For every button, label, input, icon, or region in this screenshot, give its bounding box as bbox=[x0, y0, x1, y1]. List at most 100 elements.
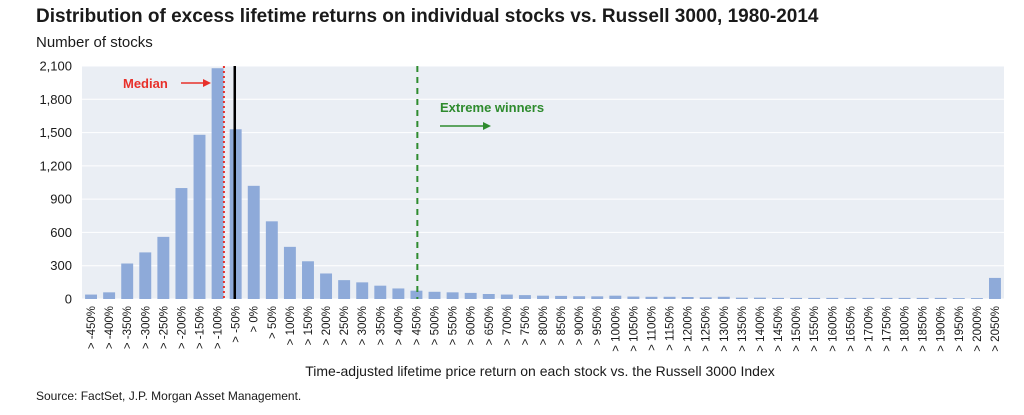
bar bbox=[862, 297, 875, 299]
x-tick-label: > 900% bbox=[574, 306, 586, 345]
bar bbox=[681, 297, 694, 299]
x-tick-label: > -200% bbox=[176, 306, 188, 349]
bar bbox=[157, 236, 170, 299]
bar bbox=[934, 297, 947, 299]
x-tick-label: > 500% bbox=[430, 306, 442, 345]
bar bbox=[988, 277, 1001, 299]
x-tick-label: > 300% bbox=[357, 306, 369, 345]
x-tick-label: > 2050% bbox=[990, 306, 1002, 352]
bar bbox=[374, 285, 387, 299]
x-tick-label: > 50% bbox=[267, 306, 279, 339]
y-tick-label: 1,200 bbox=[39, 158, 72, 173]
x-tick-label: > 1650% bbox=[845, 306, 857, 352]
x-tick-label: > 100% bbox=[285, 306, 297, 345]
bar bbox=[482, 294, 495, 299]
bar bbox=[338, 280, 351, 299]
extreme-winners-arrowhead bbox=[483, 122, 491, 130]
bar bbox=[193, 134, 206, 299]
x-tick-label: > 400% bbox=[393, 306, 405, 345]
x-tick-label: > 1000% bbox=[610, 306, 622, 352]
bar bbox=[537, 295, 549, 299]
bar bbox=[970, 298, 983, 299]
x-tick-label: > 1150% bbox=[665, 306, 677, 351]
x-tick-label: > 1100% bbox=[646, 306, 658, 351]
bar bbox=[898, 297, 911, 299]
y-tick-label: 1,500 bbox=[39, 125, 72, 140]
bar bbox=[500, 294, 513, 299]
x-tick-label: > 950% bbox=[592, 306, 604, 345]
bar bbox=[772, 297, 784, 299]
source-note: Source: FactSet, J.P. Morgan Asset Manag… bbox=[36, 389, 302, 403]
x-axis-label: Time-adjusted lifetime price return on e… bbox=[305, 363, 775, 379]
bar bbox=[916, 297, 929, 299]
x-tick-label: > -450% bbox=[86, 306, 98, 349]
bar bbox=[663, 296, 676, 299]
x-tick-label: > 850% bbox=[556, 306, 568, 345]
y-tick-label: 0 bbox=[65, 292, 72, 307]
x-tick-label: > 800% bbox=[538, 306, 550, 345]
x-tick-label: > 1750% bbox=[881, 306, 893, 352]
y-axis-label: Number of stocks bbox=[36, 34, 153, 51]
bar bbox=[247, 185, 260, 299]
y-tick-label: 300 bbox=[50, 258, 72, 273]
bar bbox=[139, 252, 152, 299]
x-tick-label: > 1200% bbox=[683, 306, 695, 352]
bar bbox=[717, 296, 730, 299]
median-arrowhead bbox=[203, 79, 211, 87]
x-tick-label: > 0% bbox=[249, 306, 261, 333]
extreme-winners-annotation: Extreme winners bbox=[440, 100, 544, 115]
bar bbox=[283, 246, 296, 299]
x-tick-label: > 1250% bbox=[701, 306, 713, 352]
bar bbox=[753, 297, 766, 299]
bar bbox=[175, 188, 188, 299]
x-tick-label: > 1050% bbox=[628, 306, 640, 352]
y-tick-label: 2,100 bbox=[39, 59, 72, 74]
x-tick-label: > 1350% bbox=[737, 306, 749, 352]
x-tick-label: > 450% bbox=[411, 306, 423, 345]
bar bbox=[826, 297, 839, 299]
y-tick-label: 600 bbox=[50, 225, 72, 240]
bar bbox=[627, 296, 640, 299]
bar bbox=[103, 292, 116, 299]
bar bbox=[446, 292, 459, 299]
bar bbox=[428, 291, 441, 299]
bar bbox=[735, 297, 748, 299]
x-tick-label: > -50% bbox=[231, 306, 243, 343]
bar bbox=[121, 263, 134, 299]
x-tick-label: > -250% bbox=[158, 306, 170, 349]
x-tick-label: > 200% bbox=[321, 306, 333, 345]
bar bbox=[952, 298, 965, 299]
x-tick-label: > 1700% bbox=[863, 306, 875, 352]
bar bbox=[808, 297, 821, 299]
median-annotation: Median bbox=[123, 76, 168, 91]
bar bbox=[699, 297, 712, 299]
x-tick-label: > 1300% bbox=[719, 306, 731, 352]
x-tick-label: > 750% bbox=[520, 306, 532, 345]
bar bbox=[880, 297, 893, 299]
bar bbox=[211, 68, 224, 299]
x-tick-label: > 2000% bbox=[972, 306, 984, 352]
x-tick-label: > -150% bbox=[195, 306, 207, 349]
x-tick-label: > 1550% bbox=[809, 306, 821, 352]
bar bbox=[844, 297, 857, 299]
bar bbox=[555, 295, 568, 299]
bar bbox=[573, 296, 586, 299]
bar bbox=[790, 297, 803, 299]
x-tick-label: > 600% bbox=[466, 306, 478, 345]
bar bbox=[320, 273, 333, 299]
bar bbox=[464, 292, 477, 299]
x-tick-label: > 150% bbox=[303, 306, 315, 345]
x-tick-label: > 1950% bbox=[954, 306, 966, 352]
bar bbox=[356, 282, 369, 299]
x-tick-label: > -350% bbox=[122, 306, 134, 349]
x-tick-label: > 1850% bbox=[918, 306, 930, 352]
bar bbox=[609, 295, 622, 299]
bar bbox=[85, 294, 98, 299]
x-tick-label: > 550% bbox=[448, 306, 460, 345]
bar bbox=[645, 296, 658, 299]
x-tick-label: > 650% bbox=[484, 306, 496, 345]
y-tick-label: 1,800 bbox=[39, 92, 72, 107]
x-tick-label: > 1400% bbox=[755, 306, 767, 352]
chart-title: Distribution of excess lifetime returns … bbox=[36, 6, 819, 27]
